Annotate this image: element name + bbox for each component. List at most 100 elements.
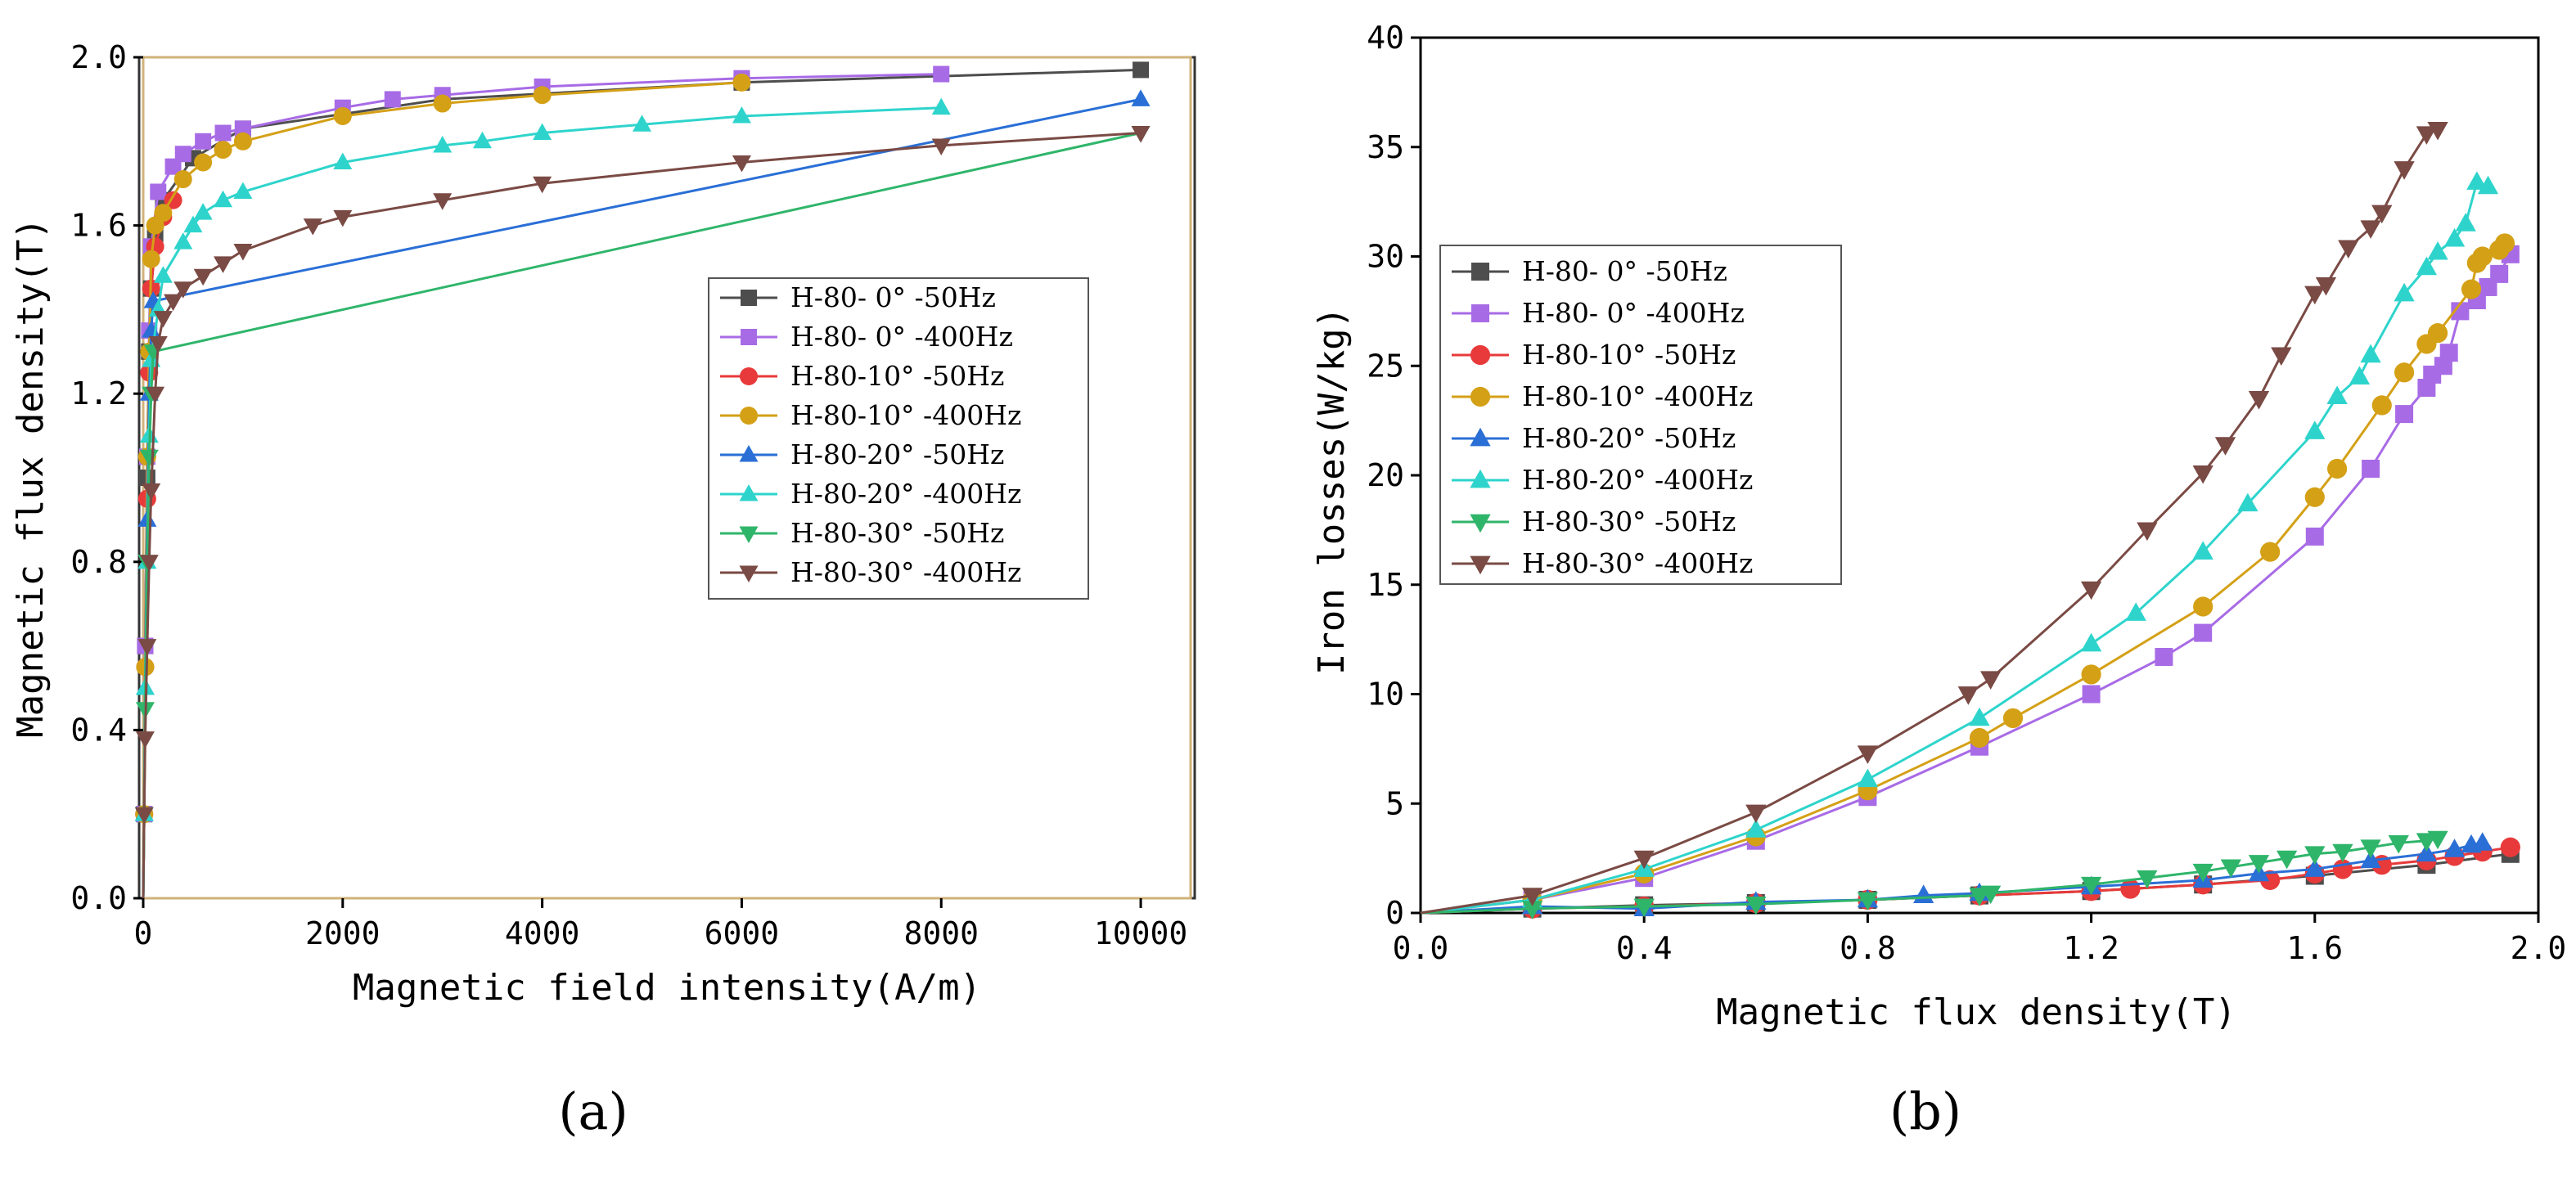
- data-point: [1521, 901, 1543, 919]
- y-tick-label: 25: [1367, 348, 1404, 384]
- data-point: [2427, 323, 2448, 344]
- x-tick-label: 10000: [1094, 915, 1187, 951]
- data-point: [164, 158, 182, 175]
- y-tick-label: 35: [1367, 129, 1404, 165]
- data-point: [2327, 458, 2348, 479]
- data-point: [2304, 487, 2325, 507]
- legend-entry-label: H-80-10° -400Hz: [1522, 380, 1753, 412]
- data-point: [2002, 708, 2024, 729]
- data-point: [2305, 527, 2324, 546]
- data-point: [194, 153, 213, 172]
- data-point: [472, 131, 492, 149]
- x-axis-a: 0 2000 4000 6000 8000 10000: [134, 898, 1187, 951]
- data-point: [2360, 220, 2381, 239]
- data-point: [2360, 839, 2381, 858]
- data-point: [2277, 850, 2298, 870]
- legend-entry-label: H-80-10° -400Hz: [790, 399, 1021, 431]
- y-tick-label: 20: [1367, 457, 1404, 493]
- legend-entry-label: H-80-20° -50Hz: [790, 438, 1004, 470]
- data-point: [1969, 707, 1990, 726]
- x-axis-label-a: Magnetic field intensity(A/m): [353, 967, 981, 1009]
- data-point: [174, 146, 191, 163]
- y-axis-a: 0.0 0.4 0.8 1.2 1.6 2.0: [70, 39, 143, 916]
- data-point: [2332, 843, 2353, 863]
- data-point: [2081, 664, 2101, 685]
- data-point: [173, 281, 193, 299]
- data-point: [533, 86, 552, 105]
- data-point: [2192, 465, 2213, 484]
- data-point: [931, 97, 951, 115]
- data-point: [2362, 459, 2380, 478]
- data-point: [2125, 602, 2146, 621]
- data-point: [173, 170, 192, 189]
- data-point: [183, 215, 203, 233]
- y-tick-label: 30: [1367, 239, 1404, 275]
- data-point: [2080, 581, 2102, 600]
- data-point: [214, 141, 232, 160]
- legend-marker: [1470, 514, 1491, 533]
- data-point: [233, 243, 253, 261]
- data-point: [933, 65, 950, 83]
- data-point: [2461, 279, 2482, 299]
- data-point: [1980, 671, 2002, 690]
- legend-marker: [739, 445, 759, 462]
- data-point: [433, 94, 452, 113]
- legend-marker: [1471, 304, 1489, 322]
- data-point: [2395, 405, 2414, 424]
- data-point: [2120, 879, 2141, 899]
- y-axis-label-a: Magnetic flux density(T): [10, 218, 52, 738]
- legend-entry-label: H-80-30° -50Hz: [1522, 506, 1736, 537]
- data-point: [2082, 685, 2101, 704]
- data-point: [2455, 213, 2476, 232]
- data-point: [2315, 277, 2337, 296]
- legend-entry-label: H-80-30° -50Hz: [790, 517, 1004, 549]
- data-point: [150, 183, 167, 200]
- chart-panel-a: 0 2000 4000 6000 8000 10000 0.0 0.4 0.8 1.2 1.6 2.…: [10, 39, 1196, 1141]
- data-point: [732, 106, 751, 124]
- data-point: [142, 483, 161, 501]
- x-tick-label: 6000: [705, 915, 780, 951]
- x-tick-label: 2000: [305, 915, 381, 951]
- data-point: [2248, 855, 2270, 874]
- data-point: [2271, 347, 2292, 366]
- legend-marker: [740, 407, 758, 425]
- data-point: [2137, 522, 2158, 542]
- data-point: [2194, 623, 2213, 642]
- data-point: [2443, 227, 2466, 247]
- y-tick-label: 5: [1385, 785, 1404, 821]
- data-point: [1980, 885, 2002, 905]
- legend-marker: [740, 367, 758, 385]
- data-point: [2304, 858, 2326, 877]
- legend-marker: [1471, 263, 1489, 281]
- legend-marker: [1470, 386, 1491, 407]
- data-point: [2477, 175, 2499, 195]
- series-group-a: [134, 61, 1151, 899]
- y-tick-label: 15: [1367, 567, 1404, 603]
- data-point: [2394, 282, 2415, 302]
- data-point: [1857, 768, 1879, 788]
- legend-marker: [741, 290, 757, 306]
- data-point: [2080, 632, 2102, 652]
- data-point: [2427, 830, 2448, 850]
- data-point: [148, 336, 168, 353]
- data-point: [137, 639, 157, 656]
- data-point: [2451, 302, 2470, 321]
- data-point: [173, 232, 193, 250]
- legend-marker: [1470, 427, 1491, 447]
- data-point: [2490, 264, 2509, 283]
- legend-entry-label: H-80- 0° -50Hz: [1522, 255, 1727, 287]
- y-axis-b: 0 5 10 15 20 25 30 35 40: [1367, 20, 1421, 931]
- data-point: [214, 190, 233, 208]
- x-tick-label: 2.0: [2511, 930, 2567, 966]
- data-point: [2427, 122, 2448, 141]
- data-point: [384, 91, 401, 108]
- data-point: [732, 155, 751, 173]
- data-point: [2338, 240, 2359, 259]
- x-tick-label: 0.8: [1840, 930, 1896, 966]
- data-point: [1745, 819, 1767, 838]
- panel-label-b: (b): [1889, 1081, 1961, 1141]
- y-tick-label: 1.6: [70, 208, 127, 244]
- data-point: [134, 807, 154, 825]
- legend-entry-label: H-80- 0° -50Hz: [790, 281, 996, 313]
- data-point: [2214, 437, 2236, 456]
